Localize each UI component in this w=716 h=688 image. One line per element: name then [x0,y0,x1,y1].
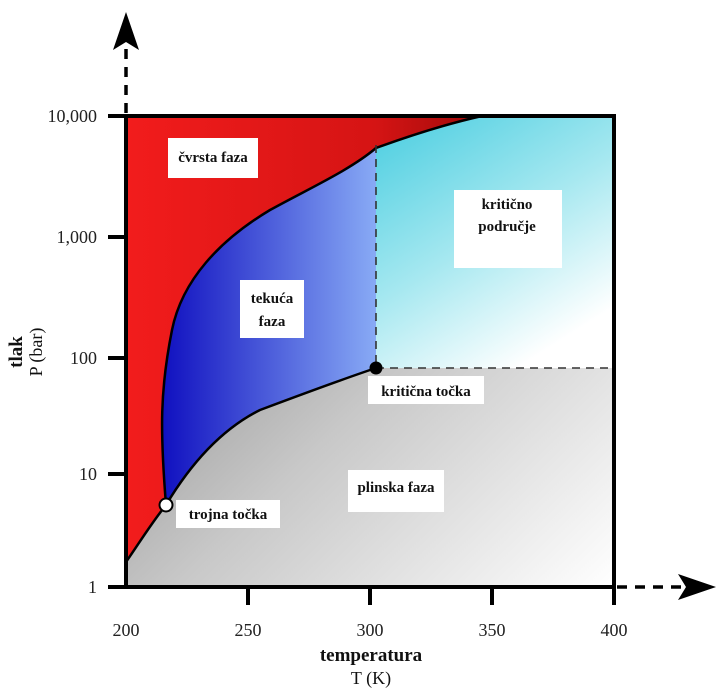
x-axis-title: temperatura [320,645,423,666]
y-axis-ticks [108,114,126,589]
critical-point-label-box [368,376,484,404]
liquid-label-line2: faza [259,314,286,330]
vaporization-curve [164,366,377,506]
y-tick-label: 10 [79,464,97,484]
y-tick-label: 10,000 [48,106,98,126]
triple-point-label: trojna točka [189,507,268,523]
critical-region-label-line1: kritično [482,197,533,213]
gas-label: plinska faza [357,480,435,496]
x-axis-arrowhead-icon [678,574,716,600]
melting-curve [160,114,483,506]
solid-label: čvrsta faza [178,150,248,166]
x-axis-ticks [246,587,616,605]
x-tick-label: 400 [601,620,628,640]
x-tick-label: 350 [479,620,506,640]
gas-label-box [348,470,444,512]
y-axis-title: tlak [6,336,27,368]
y-axis-arrowhead-icon [113,12,139,50]
critical-point-marker [369,361,383,375]
y-tick-label: 1,000 [57,227,98,247]
critical-region-label-line2: područje [478,219,536,235]
triple-point-label-box [176,500,280,528]
triple-point-marker [158,497,174,513]
x-tick-label: 300 [357,620,384,640]
liquid-label-line1: tekuća [251,291,294,307]
x-tick-label: 200 [113,620,140,640]
liquid-label-box [240,280,304,338]
y-tick-label: 100 [70,348,97,368]
y-tick-label: 1 [88,577,97,597]
x-tick-label: 250 [235,620,262,640]
solid-region [126,116,482,562]
x-axis-unit-label: T (K) [351,668,391,688]
y-axis-unit-label: P (bar) [26,328,47,377]
critical-region-label-box [454,190,562,268]
solid-label-box [168,138,258,178]
critical-point-label: kritična točka [381,384,471,400]
